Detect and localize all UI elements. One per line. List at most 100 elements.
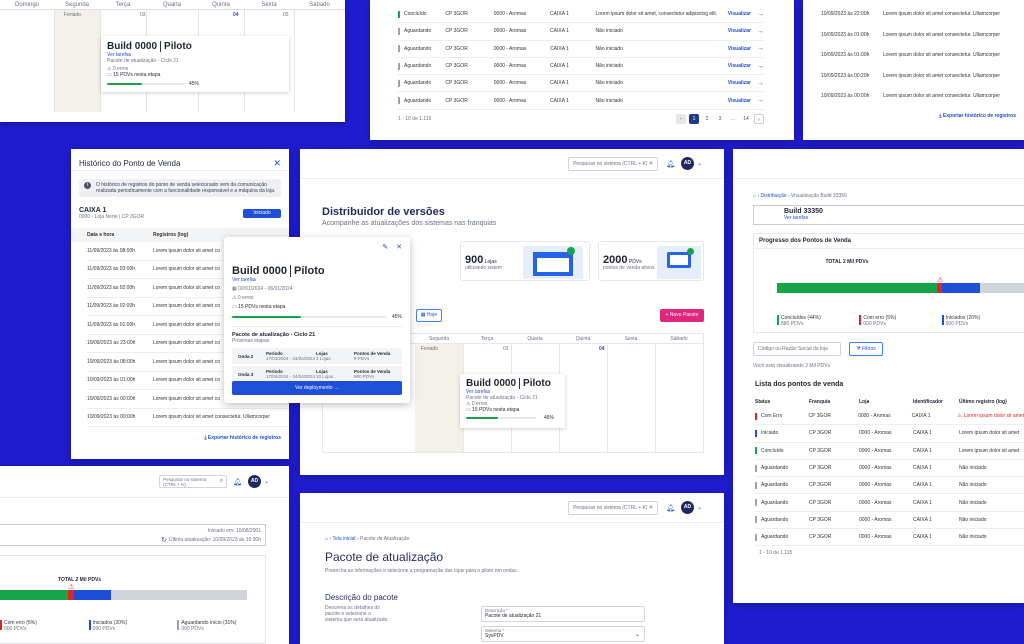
breadcrumb-link[interactable]: Tela inicial: [332, 536, 356, 542]
legend-item: Aguardando início (31%) 000 PDVs: [177, 620, 266, 632]
build-event-card[interactable]: Build 0000 Piloto Ver tarefas Pacote de a…: [460, 374, 565, 428]
log-cell: Lorem ipsum dolor sit amet: [959, 447, 1020, 454]
search-input[interactable]: Pesquisar no sistema (CTRL + K) ⌕: [568, 500, 659, 515]
history-row: 11/09/2023 às 03:00h Lorem ipsum dolor si…: [87, 261, 289, 279]
legend-item: Iniciados (20%) 000 PDVs: [941, 315, 1024, 327]
dialog-export-link[interactable]: ⤓ Exportar histórico de registros: [204, 435, 281, 441]
build-detail-popup: ✎ ✕ Build 0000 Piloto Ver tarefas ▦ 02/01…: [224, 237, 410, 403]
arrow-right-icon[interactable]: →: [756, 10, 764, 18]
chevron-down-icon[interactable]: ⌄: [263, 479, 269, 485]
page-subtitle: Acompanhe as atualizações dos sistemas n…: [322, 220, 497, 227]
tasks-link[interactable]: Ver tarefas: [784, 215, 809, 221]
search-input[interactable]: Pesquisar no sistema (CTRL + K) ⌕: [568, 156, 659, 171]
page-button[interactable]: 14: [743, 115, 749, 122]
page-button[interactable]: 2: [705, 115, 709, 122]
history-row: 10/09/2023 às 00:00h Lorem ipsum dolor si…: [87, 390, 289, 409]
home-icon[interactable]: ⌂ ›: [753, 193, 761, 199]
progress-legend: Com erro (5%) 000 PDVs Iniciados (20%) 000 …: [0, 620, 266, 632]
chevron-down-icon[interactable]: ⌄: [696, 161, 702, 167]
breadcrumb-link[interactable]: Distribuição: [760, 193, 787, 199]
close-icon[interactable]: ✕: [396, 244, 402, 251]
view-link[interactable]: Visualizar: [727, 80, 751, 87]
prev-page-button[interactable]: ‹: [676, 113, 686, 124]
description-field[interactable]: Descrição * Pacote de atualização 21: [481, 606, 645, 622]
popup-progress-percent: 45%: [391, 314, 402, 320]
search-input[interactable]: Pesquisar no sistema (CTRL + K) ⌕: [159, 475, 228, 488]
log-cell: Não iniciado: [595, 80, 623, 87]
view-deployment-button[interactable]: Ver deploymento →: [232, 381, 402, 395]
arrow-right-icon[interactable]: →: [756, 97, 764, 105]
arrow-right-icon[interactable]: →: [756, 27, 764, 35]
pdv-progress-bar: [777, 283, 1024, 293]
table-header: Status Franquia Loja Identificador Últim…: [755, 399, 1007, 405]
view-link[interactable]: Visualizar: [727, 28, 751, 35]
page-button[interactable]: 3: [718, 115, 722, 122]
popup-tasks-link[interactable]: Ver tarefas: [232, 277, 257, 283]
holiday-label: Feriado: [64, 12, 81, 18]
status-indicator: [398, 62, 400, 70]
caixa-cell: CAIXA 1: [913, 482, 932, 489]
store-filter-input[interactable]: Código ou Razão Social da loja: [753, 342, 841, 356]
history-date: 10/09/2023 às 22:00h: [821, 11, 870, 18]
avatar[interactable]: AD: [680, 501, 694, 514]
log-cell: Não iniciado: [595, 28, 623, 35]
caixa-cell: CAIXA 1: [913, 516, 932, 523]
bell-icon[interactable]: 🔔︎: [666, 160, 675, 168]
arrow-right-icon[interactable]: →: [756, 79, 764, 87]
avatar[interactable]: AD: [247, 475, 261, 488]
search-icon[interactable]: ⌕: [219, 478, 224, 484]
progress-panel: TOTAL 2 Mil PDVs ⚠ Com erro (5%) 000 PDVs…: [0, 555, 266, 644]
bell-icon[interactable]: 🔔︎: [233, 478, 242, 486]
bar-waiting: [111, 590, 247, 600]
refresh-icon[interactable]: ↻: [161, 537, 169, 544]
arrow-right-icon[interactable]: →: [756, 62, 764, 70]
page-ellipsis: ...: [730, 115, 736, 122]
kpi-lojas: 900 Lojas utilizando sistem: [460, 241, 590, 281]
bell-icon[interactable]: 🔔︎: [666, 504, 675, 512]
date-label: 05: [283, 12, 289, 18]
section-description: Descreva os detalhes do pacote e selecio…: [325, 605, 389, 623]
view-link[interactable]: Visualizar: [727, 97, 751, 104]
next-page-button[interactable]: ›: [754, 113, 764, 124]
history-log: Lorem ipsum dolor sit amet consectetur. …: [883, 52, 1000, 59]
tasks-link[interactable]: Ver tarefas: [466, 389, 491, 395]
history-date: 10/09/2023 às 00:00h: [87, 395, 136, 402]
new-package-button[interactable]: + Novo Pacote: [660, 309, 704, 322]
history-row: 11/09/2023 às 02:00h Lorem ipsum dolor si…: [87, 279, 289, 298]
status-cell: Aguardando: [398, 45, 445, 53]
system-select[interactable]: Sistema * SysPDV ⌄: [481, 626, 645, 642]
legend-label: Aguardando início (31%): [181, 620, 237, 626]
export-history-link[interactable]: ⤓ Exportar histórico de registros: [939, 112, 1016, 119]
view-link[interactable]: Visualizar: [727, 11, 751, 18]
info-text: O histórico de registros do ponto de ven…: [96, 182, 276, 194]
store-cell: 0000 - Aromas: [859, 516, 892, 523]
filters-button[interactable]: ⧩ Filtros: [849, 342, 883, 356]
build-status-header: Iniciado em: 10/08/2001 ↻ Última atualiz…: [0, 524, 266, 546]
tasks-link[interactable]: Ver tarefas: [107, 52, 132, 58]
search-placeholder: Pesquisar no sistema (CTRL + K): [573, 160, 648, 167]
search-icon[interactable]: ⌕: [649, 503, 654, 511]
date-label: 03: [140, 12, 146, 18]
status-label: Aguardando: [404, 63, 432, 70]
search-icon[interactable]: ⌕: [649, 159, 654, 167]
close-icon[interactable]: ✕: [273, 158, 281, 168]
total-label: TOTAL 2 Mil PDVs: [825, 259, 869, 265]
monitor-icon: ▭: [232, 304, 239, 310]
table-row: Concluído CP 3GOR 0000 - Aromas CAIXA 1 Lore…: [398, 6, 764, 24]
view-link[interactable]: Visualizar: [727, 63, 751, 70]
day-label: Quarta: [527, 335, 543, 342]
avatar[interactable]: AD: [680, 157, 694, 170]
legend-label: Iniciados (20%): [945, 315, 981, 321]
history-log: Lorem ipsum dolor sit amet consectetur. …: [883, 11, 1000, 18]
arrow-right-icon[interactable]: →: [756, 45, 764, 53]
view-link[interactable]: Visualizar: [727, 45, 751, 52]
status-indicator: [755, 481, 757, 489]
edit-icon[interactable]: ✎: [382, 244, 389, 251]
home-icon[interactable]: ⌂ ›: [325, 536, 333, 542]
page-button[interactable]: 1: [689, 113, 699, 124]
status-label: Concluído: [761, 447, 784, 454]
chevron-down-icon[interactable]: ⌄: [696, 505, 702, 511]
today-button[interactable]: ▦ Hoje: [416, 309, 442, 322]
pagination-range: 1 - 10 de 1.115: [398, 115, 432, 122]
build-event-card[interactable]: Build 0000 Piloto Ver tarefas Pacote de a…: [101, 36, 289, 92]
